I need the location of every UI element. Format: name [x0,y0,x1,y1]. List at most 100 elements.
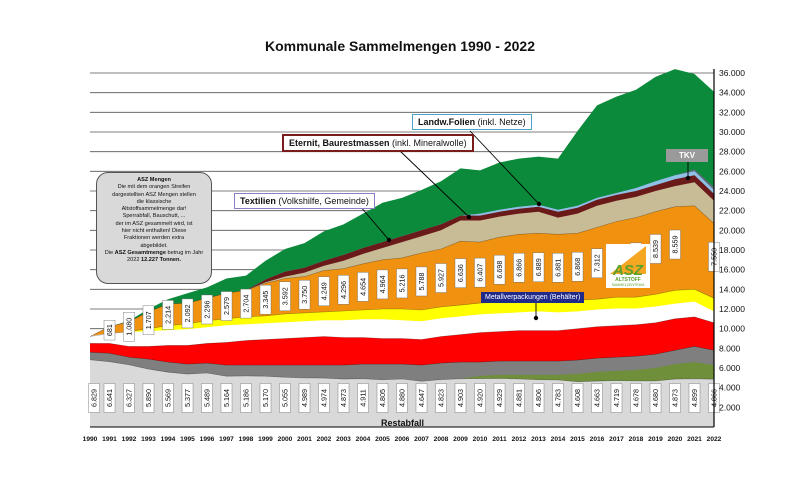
asz-value-label-box [298,280,311,310]
restabfall-value-label: 4.719 [612,389,621,407]
x-tick-label: 1999 [258,436,273,443]
callout-eternit-bold: Eternit, Baurestmassen [289,138,390,148]
asz-value-label-box [103,320,116,341]
restabfall-value-label-box [279,383,291,413]
info-box-line: Fraktionen werden extra [123,235,185,242]
asz-value-label: 6.636 [456,264,465,282]
restabfall-value-label: 5.186 [242,389,251,407]
info-box-line: dargestellten ASZ Mengen stellen [112,191,196,198]
callout-textilien-bold: Textilien [240,196,276,206]
info-box-last-pre: Die [104,249,115,256]
x-tick-label: 2018 [629,436,644,443]
info-box-last-bold: ASZ Gesamtmenge [114,249,166,256]
asz-value-label-box [123,312,135,342]
asz-logo: ASZ ALTSTOFF SAMMELZENTRUM [606,244,650,288]
restabfall-value-label-box [532,383,545,413]
info-box-line: hier nicht enthalten! Diese [121,228,187,235]
x-tick-label: 2015 [570,436,585,443]
x-tick-label: 1990 [83,436,98,443]
restabfall-value-label: 6.641 [105,389,114,407]
restabfall-value-label-box [688,383,701,413]
restabfall-value-label: 4.903 [456,389,465,407]
restabfall-value-label-box [415,383,428,413]
asz-value-label: 2.214 [164,306,173,324]
info-box-last-mid: betrug im Jahr 2022 [127,249,204,264]
restabfall-value-label: 4.974 [320,389,329,407]
restabfall-value-label-box [162,383,174,413]
callout-tkv: TKV [666,149,708,162]
restabfall-value-label: 4.899 [690,389,699,407]
asz-value-label: 6.407 [476,264,485,282]
restabfall-value-label-box [591,383,603,413]
asz-value-label-box [142,305,155,336]
y-tick-label: 16.000 [719,265,745,275]
restabfall-value-label-box [357,383,369,413]
y-tick-label: 24.000 [719,186,745,196]
asz-value-label-box [454,258,467,288]
leader-textilien-dot [386,237,392,243]
asz-value-label-box [493,254,506,285]
restabfall-value-label: 5.569 [164,389,173,407]
asz-value-label-box [376,269,389,300]
x-tick-label: 1997 [219,436,234,443]
asz-value-label: 1.707 [144,311,153,329]
x-tick-label: 2006 [395,436,410,443]
y-tick-label: 6.000 [719,363,741,373]
asz-value-label: 4.964 [378,275,387,293]
x-tick-label: 2012 [512,436,527,443]
logo-swoosh [610,246,646,274]
info-box-line: der im ASZ gesammelt wird, ist [115,220,193,227]
asz-value-label: 5.788 [417,272,426,290]
leader-eternit-dot [466,214,472,220]
x-tick-label: 2021 [687,436,702,443]
x-tick-label: 2013 [531,436,546,443]
asz-value-label-box [591,248,603,278]
asz-value-label: 681 [105,324,114,336]
x-tick-label: 1998 [239,436,254,443]
band-edge-restabfall [89,359,715,383]
asz-value-label: 2.704 [242,295,251,313]
x-tick-label: 2005 [375,436,390,443]
restabfall-value-label: 4.663 [593,389,602,407]
asz-value-label-box [571,252,584,282]
restabfall-value-label: 4.911 [359,389,368,406]
asz-value-label-box [220,291,233,321]
label-layer: 6.829 6.641 6.327 5.890 5.569 5.377 5.489 5.164… [88,130,720,413]
x-tick-label: 1995 [180,436,195,443]
x-tick-label: 1996 [200,436,215,443]
asz-value-label: 8.539 [651,240,660,258]
y-tick-label: 32.000 [719,107,745,117]
restabfall-value-label-box [298,383,311,413]
x-tick-label: 2017 [609,436,624,443]
asz-value-label-box [337,275,350,305]
restabfall-value-label: 4.873 [339,389,348,407]
restabfall-value-label: 4.806 [534,389,543,407]
x-tick-label: 2016 [590,436,605,443]
callout-textilien: Textilien (Volkshilfe, Gemeinde) [234,193,375,209]
restabfall-value-label-box [396,383,408,413]
restabfall-value-label: 4.989 [300,389,309,407]
asz-value-label-box [649,234,662,264]
callout-landw-folien-rest: (inkl. Netze) [475,117,526,127]
asz-info-box: ASZ Mengen Die mit dem orangen Streifen … [96,172,212,284]
asz-value-label: 2.296 [203,300,212,318]
asz-value-label-box [474,257,486,288]
x-tick-label: 2010 [473,436,488,443]
callout-metallverpackungen: Metallverpackungen (Behälter) [481,292,585,303]
x-tick-label: 1993 [141,436,156,443]
restabfall-value-label-box [201,383,213,413]
asz-value-label-box [201,294,213,325]
x-tick-label: 1994 [161,436,176,443]
x-tick-label: 2002 [317,436,332,443]
y-tick-label: 12.000 [719,304,745,314]
logo-sub1: ALTSTOFF [615,277,641,283]
asz-value-label: 4.249 [320,282,329,300]
y-tick-label: 14.000 [719,284,745,294]
y-tick-label: 28.000 [719,147,745,157]
asz-value-label-box [240,288,252,319]
asz-value-label: 8.559 [671,236,680,254]
asz-value-label-box [259,284,272,315]
x-tick-label: 2000 [278,436,293,443]
restabfall-value-label: 4.880 [398,389,407,407]
restabfall-value-label-box [571,383,584,413]
